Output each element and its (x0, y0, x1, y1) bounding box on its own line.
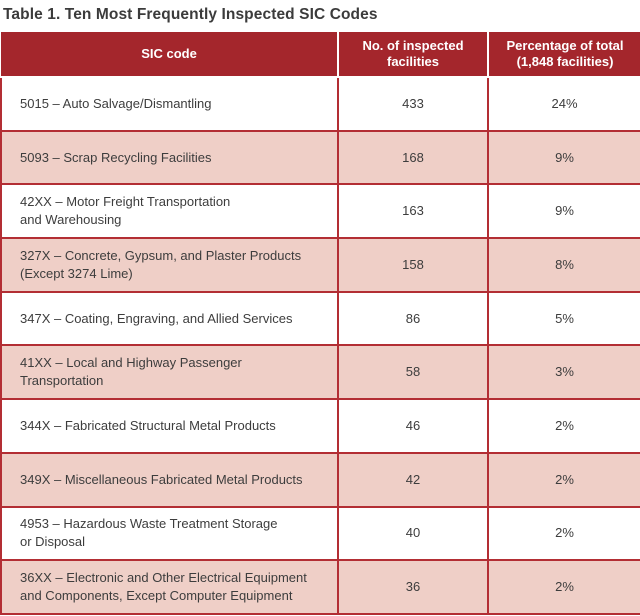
inspected-facilities-cell: 42 (338, 452, 489, 508)
sic-codes-table: SIC code No. of inspected facilities Perc… (0, 32, 640, 615)
sic-code-cell: 344X – Fabricated Structural Metal Produ… (0, 399, 339, 454)
percentage-cell: 2% (488, 452, 640, 508)
header-percentage-of-total: Percentage of total (1,848 facilities) (488, 32, 640, 78)
sic-code-cell: 4953 – Hazardous Waste Treatment Storage… (0, 506, 339, 562)
inspected-facilities-cell: 58 (338, 345, 489, 401)
inspected-facilities-cell: 86 (338, 291, 489, 347)
sic-code-cell: 349X – Miscellaneous Fabricated Metal Pr… (0, 452, 339, 508)
table-row: 36XX – Electronic and Other Electrical E… (0, 560, 640, 615)
inspected-facilities-cell: 36 (338, 560, 489, 615)
sic-code-cell: 41XX – Local and Highway Passenger Transp… (0, 345, 339, 401)
sic-code-cell: 347X – Coating, Engraving, and Allied Se… (0, 291, 339, 347)
table-row: 344X – Fabricated Structural Metal Produ… (0, 399, 640, 454)
sic-code-cell: 42XX – Motor Freight Transportation and W… (0, 184, 339, 240)
inspected-facilities-cell: 46 (338, 399, 489, 454)
table-body: 5015 – Auto Salvage/Dismantling 433 24% 509… (0, 77, 640, 615)
table-row: 327X – Concrete, Gypsum, and Plaster Pro… (0, 238, 640, 293)
table-title: Table 1. Ten Most Frequently Inspected S… (3, 6, 378, 23)
sic-code-cell: 5093 – Scrap Recycling Facilities (0, 130, 339, 186)
inspected-facilities-cell: 163 (338, 184, 489, 240)
table-row: 347X – Coating, Engraving, and Allied Se… (0, 291, 640, 347)
percentage-cell: 2% (488, 399, 640, 454)
table-row: 41XX – Local and Highway Passenger Transp… (0, 345, 640, 401)
percentage-cell: 2% (488, 506, 640, 562)
header-inspected-facilities: No. of inspected facilities (338, 32, 489, 78)
percentage-cell: 24% (488, 77, 640, 132)
inspected-facilities-cell: 40 (338, 506, 489, 562)
header-sic-code: SIC code (1, 32, 339, 78)
percentage-cell: 2% (488, 560, 640, 615)
table-header: SIC code No. of inspected facilities Perc… (1, 32, 640, 78)
percentage-cell: 8% (488, 238, 640, 293)
percentage-cell: 9% (488, 130, 640, 186)
inspected-facilities-cell: 158 (338, 238, 489, 293)
percentage-cell: 9% (488, 184, 640, 240)
sic-table-container: SIC code No. of inspected facilities Perc… (0, 32, 640, 615)
inspected-facilities-cell: 168 (338, 130, 489, 186)
table-row: 4953 – Hazardous Waste Treatment Storage… (0, 506, 640, 562)
sic-code-cell: 327X – Concrete, Gypsum, and Plaster Pro… (0, 238, 339, 293)
percentage-cell: 3% (488, 345, 640, 401)
sic-code-cell: 5015 – Auto Salvage/Dismantling (0, 77, 339, 132)
table-row: 5093 – Scrap Recycling Facilities 168 9% (0, 130, 640, 186)
table-row: 42XX – Motor Freight Transportation and W… (0, 184, 640, 240)
table-row: 349X – Miscellaneous Fabricated Metal Pr… (0, 452, 640, 508)
inspected-facilities-cell: 433 (338, 77, 489, 132)
header-row: SIC code No. of inspected facilities Perc… (1, 32, 640, 78)
table-row: 5015 – Auto Salvage/Dismantling 433 24% (0, 77, 640, 132)
sic-code-cell: 36XX – Electronic and Other Electrical E… (0, 560, 339, 615)
percentage-cell: 5% (488, 291, 640, 347)
